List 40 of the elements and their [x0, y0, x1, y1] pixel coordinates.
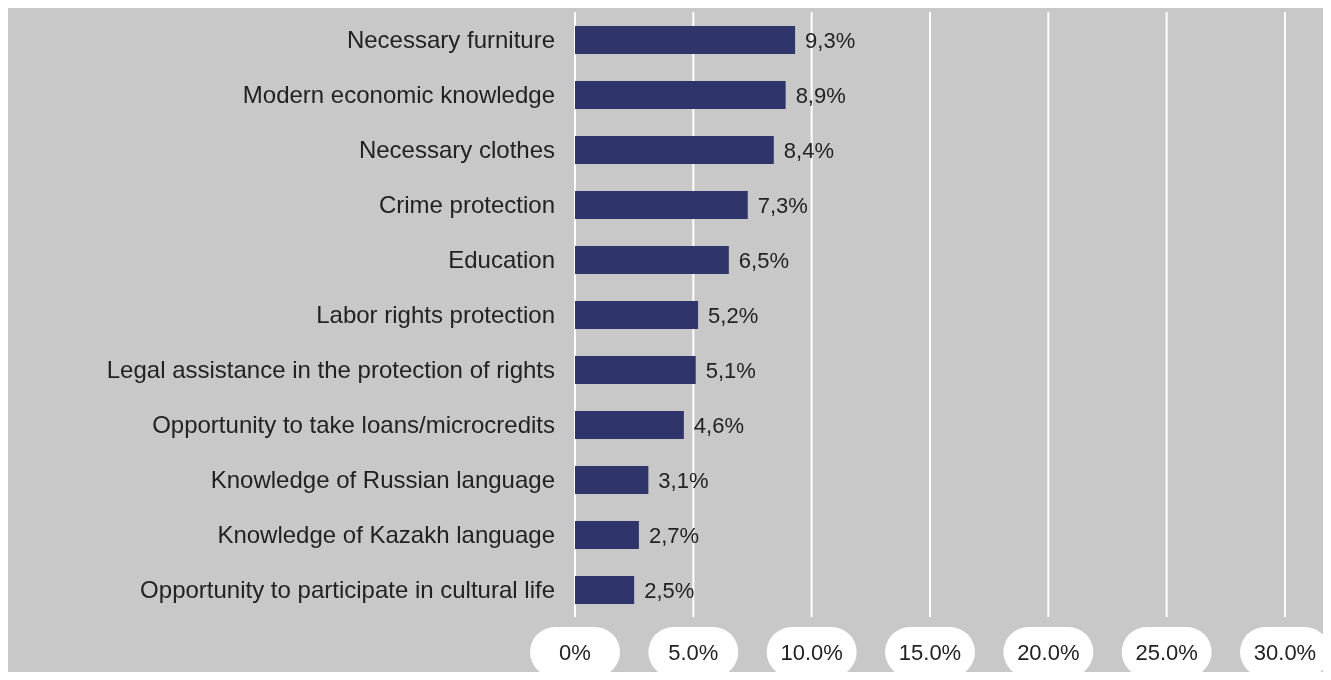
bar	[575, 411, 684, 439]
y-tick-label: Necessary clothes	[358, 136, 555, 164]
x-tick-label: 5.0%	[668, 640, 719, 665]
y-tick-label: Modern economic knowledge	[242, 81, 555, 109]
y-tick-label: Knowledge of Russian language	[210, 466, 555, 494]
data-label: 8,9%	[795, 82, 846, 108]
data-label: 9,3%	[805, 27, 856, 53]
data-label: 3,1%	[658, 467, 709, 493]
bar	[575, 246, 729, 274]
y-tick-label: Necessary furniture	[346, 26, 555, 54]
bar	[575, 81, 786, 109]
y-tick-label: Opportunity to take loans/microcredits	[152, 411, 555, 439]
data-label: 2,5%	[644, 577, 695, 603]
bar	[575, 466, 649, 494]
data-label: 8,4%	[783, 137, 834, 163]
data-label: 5,2%	[708, 302, 759, 328]
y-tick-label: Education	[448, 246, 555, 274]
data-label: 6,5%	[738, 247, 789, 273]
y-tick-label: Labor rights protection	[316, 301, 555, 329]
y-tick-label: Knowledge of Kazakh language	[217, 521, 555, 549]
x-tick-label: 20.0%	[1017, 640, 1080, 665]
data-label: 4,6%	[693, 412, 745, 438]
bar	[575, 191, 748, 219]
x-tick-label: 15.0%	[898, 640, 962, 665]
bar	[575, 26, 796, 54]
x-tick-label: 30.0%	[1253, 640, 1317, 665]
x-tick-label: 0%	[559, 640, 591, 665]
x-tick-label: 25.0%	[1135, 640, 1198, 665]
bar	[575, 356, 696, 384]
bar	[575, 136, 774, 164]
bar	[575, 521, 639, 549]
data-label: 5,1%	[705, 357, 756, 383]
y-tick-label: Legal assistance in the protection of rights	[106, 356, 555, 384]
x-tick-label: 10.0%	[780, 640, 843, 665]
bar	[575, 301, 699, 329]
bar	[575, 576, 635, 604]
y-tick-label: Opportunity to participate in cultural life	[140, 576, 555, 604]
data-label: 2,7%	[648, 522, 700, 548]
y-tick-label: Crime protection	[378, 191, 555, 219]
data-label: 7,3%	[757, 192, 808, 218]
